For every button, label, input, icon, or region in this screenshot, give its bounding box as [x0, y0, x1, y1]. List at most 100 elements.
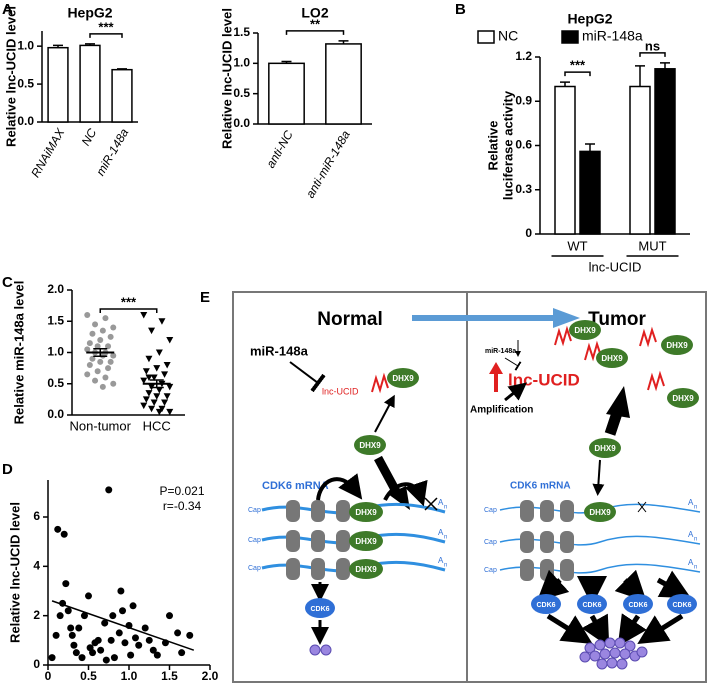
- x-tick-label: anti-NC: [263, 128, 296, 171]
- point: [68, 631, 76, 639]
- point: [102, 656, 110, 664]
- point: [148, 405, 156, 413]
- point: [84, 346, 91, 353]
- bar: [111, 68, 133, 123]
- point: [94, 343, 101, 350]
- point: [158, 318, 166, 325]
- point: [101, 619, 109, 627]
- point: [78, 654, 86, 662]
- point: [163, 362, 171, 369]
- x-tick-label: anti-miR-148a: [303, 128, 353, 201]
- legend-label: NC: [498, 28, 518, 44]
- point: [121, 639, 129, 647]
- state-title: Tumor: [588, 309, 646, 330]
- point: [110, 352, 117, 359]
- bar: [79, 44, 101, 123]
- point: [135, 641, 143, 649]
- y-tick-label: 0.0: [47, 407, 64, 421]
- point: [150, 374, 158, 381]
- cap-labels: Cap Cap Cap A n A n A n: [248, 498, 447, 572]
- point: [89, 330, 96, 337]
- point: [153, 365, 161, 372]
- x-tick-label: HCC: [143, 418, 171, 433]
- x-tick-label: WT: [567, 238, 587, 253]
- dhx9: [584, 502, 616, 522]
- y-axis-label: Relative: [485, 121, 500, 171]
- lncrna-label: lnc-UCID: [508, 370, 580, 389]
- chart-title: HepG2: [67, 5, 112, 21]
- error-bar: [560, 81, 570, 87]
- legend-swatch: [477, 30, 495, 44]
- point: [145, 355, 153, 363]
- panel-label: B: [455, 1, 466, 18]
- point: [155, 349, 163, 356]
- point: [94, 368, 101, 375]
- point: [97, 337, 104, 343]
- y-axis-label: luciferase activity: [500, 90, 515, 200]
- point: [161, 399, 169, 406]
- error-bar: [85, 43, 95, 46]
- point: [141, 624, 149, 632]
- bar: [579, 150, 601, 235]
- x-tick-label: RNAiMAX: [28, 125, 68, 180]
- point: [75, 624, 83, 632]
- significance-label: ***: [570, 58, 586, 73]
- product-label: CDK6: [672, 602, 691, 609]
- point: [62, 580, 70, 588]
- cap: Cap: [484, 507, 497, 514]
- error-bar: [281, 60, 292, 64]
- tail: A: [688, 530, 694, 539]
- protein-label: DHX9: [574, 326, 596, 335]
- panel-label: E: [200, 289, 210, 306]
- point: [60, 530, 68, 538]
- point: [54, 525, 62, 533]
- point: [80, 612, 88, 620]
- significance-bracket: [639, 52, 666, 57]
- arrow: [383, 479, 428, 507]
- arrow: [504, 382, 528, 402]
- point: [117, 587, 125, 595]
- point: [166, 337, 174, 344]
- point: [70, 641, 78, 649]
- mirna-label: miR-148a: [250, 343, 309, 358]
- transition-arrowhead: [553, 308, 580, 328]
- fit-line: [51, 600, 195, 651]
- y-tick-label: 2: [33, 608, 40, 622]
- protein-label: DHX9: [601, 354, 623, 363]
- arrow: [592, 459, 605, 496]
- state-title: Normal: [317, 309, 382, 330]
- mrna-label: CDK6 mRNA: [510, 481, 571, 492]
- legend-label: miR-148a: [582, 28, 643, 44]
- point: [109, 612, 117, 620]
- point: [110, 324, 117, 331]
- y-tick-label: 1.0: [47, 345, 64, 359]
- point: [56, 612, 64, 620]
- scissors: [424, 497, 438, 511]
- lncrna-hairpin: [371, 372, 389, 394]
- error-bar: [338, 40, 349, 44]
- error-bar: [585, 143, 595, 152]
- protein-label: DHX9: [355, 508, 377, 517]
- point: [178, 649, 186, 657]
- point: [89, 355, 96, 362]
- significance-bracket: [564, 71, 591, 77]
- bar: [654, 68, 676, 235]
- dhx9: [354, 435, 386, 455]
- point: [105, 343, 112, 350]
- point: [107, 358, 114, 365]
- point: [115, 629, 123, 637]
- panel-label: A: [2, 1, 13, 18]
- tail-sub: n: [444, 535, 447, 541]
- point: [105, 365, 112, 372]
- point: [166, 408, 174, 416]
- point: [107, 333, 114, 340]
- cap: Cap: [248, 565, 261, 572]
- point: [155, 387, 163, 394]
- point: [102, 315, 109, 322]
- stat-annotation: P=0.021: [159, 484, 204, 498]
- point: [64, 607, 72, 615]
- protein-label: DHX9: [594, 444, 616, 453]
- tail: A: [438, 528, 444, 537]
- x-tick-label: 1.5: [161, 669, 178, 683]
- bar: [268, 62, 305, 125]
